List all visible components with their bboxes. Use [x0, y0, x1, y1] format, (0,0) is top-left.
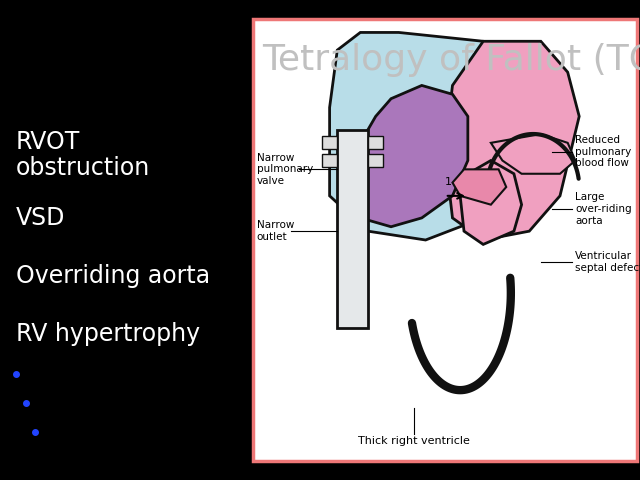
Polygon shape [368, 154, 383, 167]
Polygon shape [337, 130, 368, 328]
Polygon shape [322, 136, 337, 149]
Polygon shape [460, 160, 522, 244]
Text: Tetralogy of Fallot (TO: Tetralogy of Fallot (TO [262, 43, 640, 77]
Text: RV hypertrophy: RV hypertrophy [16, 322, 200, 346]
Text: Ventricular
septal defect: Ventricular septal defect [575, 252, 640, 273]
Text: Thick right ventricle: Thick right ventricle [358, 436, 470, 446]
Text: Narrow
outlet: Narrow outlet [257, 220, 294, 242]
Text: Narrow
pulmonary
valve: Narrow pulmonary valve [257, 153, 313, 186]
Polygon shape [353, 85, 468, 227]
Text: Reduced
pulmonary
blood flow: Reduced pulmonary blood flow [575, 135, 632, 168]
Polygon shape [452, 169, 506, 204]
FancyBboxPatch shape [253, 19, 637, 461]
Polygon shape [322, 154, 337, 167]
Text: RVOT
obstruction: RVOT obstruction [16, 130, 150, 180]
Text: Overriding aorta: Overriding aorta [16, 264, 210, 288]
Text: 1: 1 [445, 177, 452, 187]
Text: VSD: VSD [16, 206, 65, 230]
Polygon shape [445, 41, 579, 240]
Polygon shape [491, 134, 575, 174]
Polygon shape [330, 33, 541, 240]
Text: Large
over-riding
aorta: Large over-riding aorta [575, 192, 632, 226]
Polygon shape [368, 136, 383, 149]
